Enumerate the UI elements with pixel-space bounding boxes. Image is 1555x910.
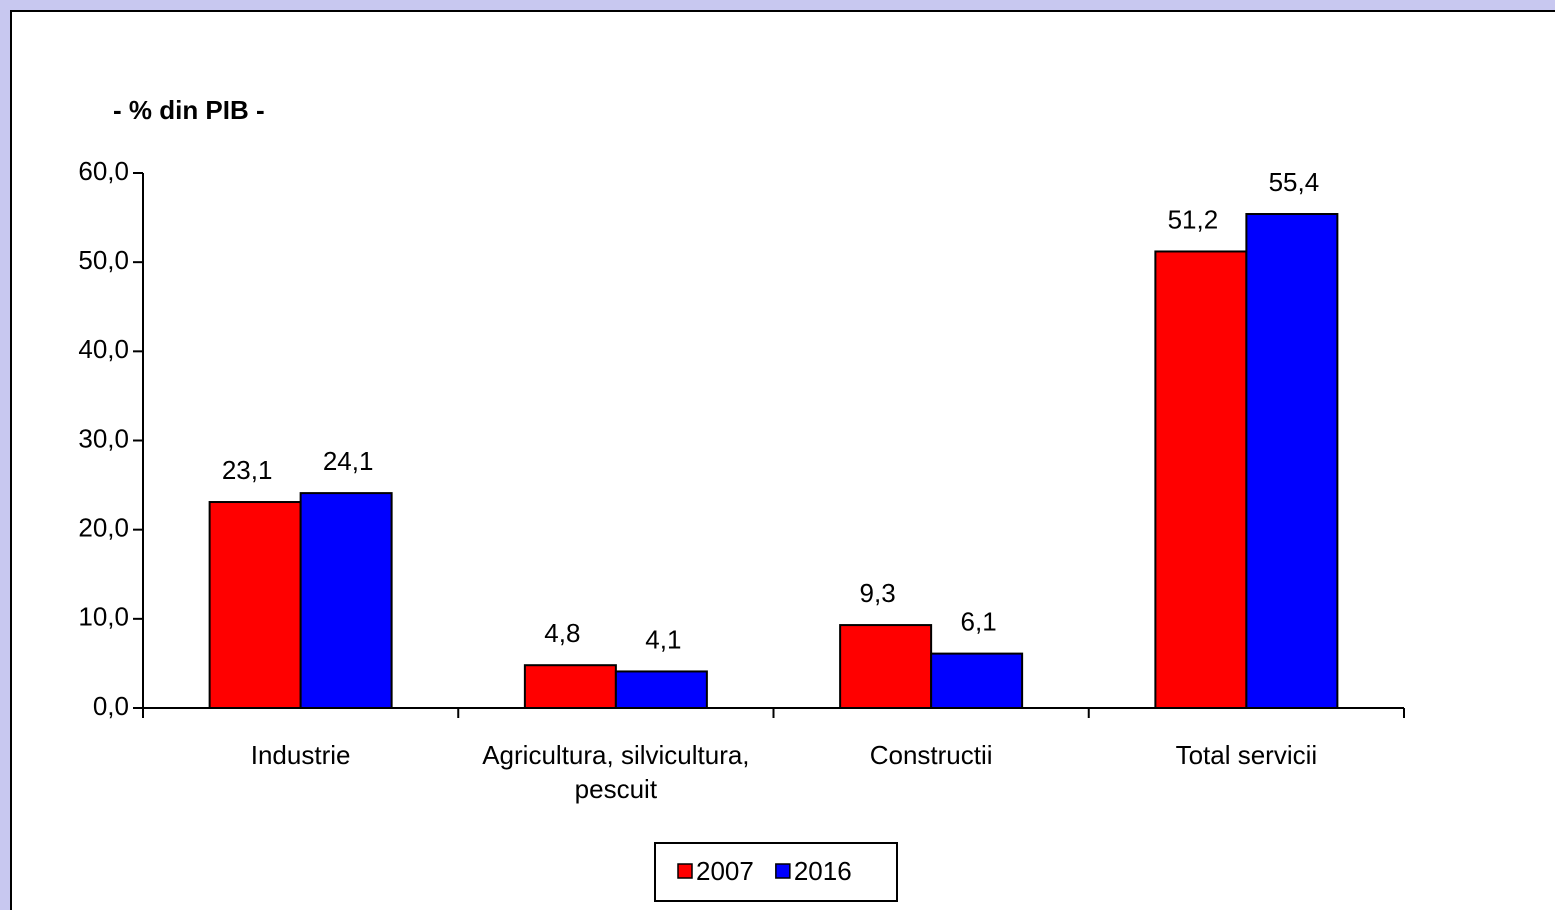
value-label: 9,3 bbox=[860, 578, 896, 608]
bar bbox=[614, 670, 708, 709]
bar bbox=[299, 492, 393, 709]
y-tick-label: 40,0 bbox=[78, 334, 129, 364]
legend-swatch bbox=[775, 863, 791, 879]
bar bbox=[839, 624, 933, 710]
value-label: 55,4 bbox=[1269, 167, 1320, 197]
bar bbox=[1245, 213, 1339, 709]
y-tick-label: 30,0 bbox=[78, 423, 129, 453]
value-label: 23,1 bbox=[222, 455, 273, 485]
value-label: 4,8 bbox=[544, 618, 580, 648]
bar bbox=[1154, 250, 1248, 709]
y-tick-label: 50,0 bbox=[78, 245, 129, 275]
bar bbox=[208, 501, 302, 709]
y-tick-label: 10,0 bbox=[78, 602, 129, 632]
legend-swatch bbox=[677, 863, 693, 879]
x-tick-label: Agricultura, silvicultura, pescuit bbox=[482, 740, 750, 804]
value-label: 4,1 bbox=[645, 624, 681, 654]
y-tick-label: 20,0 bbox=[78, 513, 129, 543]
legend-label: 2007 bbox=[696, 856, 754, 886]
value-label: 51,2 bbox=[1168, 204, 1219, 234]
value-label: 6,1 bbox=[961, 606, 997, 636]
chart-title: - % din PIB - bbox=[113, 95, 265, 125]
x-tick-label: Industrie bbox=[250, 740, 351, 770]
value-label: 24,1 bbox=[323, 446, 374, 476]
bar bbox=[523, 664, 617, 710]
legend-label: 2016 bbox=[794, 856, 852, 886]
y-tick-label: 0,0 bbox=[93, 691, 129, 721]
bar bbox=[930, 652, 1024, 710]
x-tick-label: Constructii bbox=[869, 740, 993, 770]
legend-box bbox=[654, 842, 898, 902]
x-tick-label: Total servicii bbox=[1175, 740, 1318, 770]
y-tick-label: 60,0 bbox=[78, 156, 129, 186]
